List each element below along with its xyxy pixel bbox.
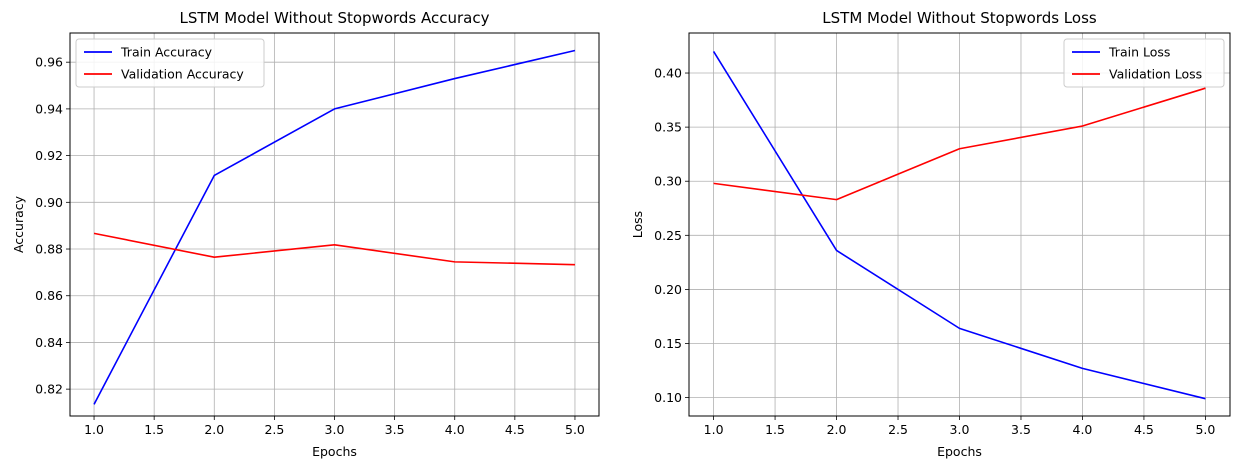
loss-y-tick-label: 0.30 [654,174,682,189]
loss-series-validation-line [713,87,1206,201]
accuracy-x-tick-label: 4.0 [445,422,465,437]
loss-legend: Train Loss Validation Loss [1063,38,1225,88]
loss-legend-validation-label: Validation Loss [1109,67,1202,82]
loss-chart: 1.0 1.5 2.0 2.5 3.0 3.5 4.0 4.5 5.0 0.10 0.15 0.20 0… [630,9,1231,459]
accuracy-y-tick-label: 0.84 [35,335,63,350]
accuracy-x-tick-label: 1.5 [144,422,164,437]
accuracy-x-tick-label: 1.0 [84,422,104,437]
accuracy-y-tick-label: 0.92 [35,148,63,163]
loss-x-tick-label: 3.5 [1011,422,1031,437]
accuracy-y-axis-label: Accuracy [11,195,26,253]
accuracy-x-tick-label: 5.0 [565,422,585,437]
accuracy-legend-box [75,38,265,88]
accuracy-plot-frame [69,32,600,417]
loss-y-tick-label: 0.10 [654,390,682,405]
accuracy-y-tick-label: 0.96 [35,55,63,70]
loss-x-axis-label: Epochs [937,444,982,459]
accuracy-series-train-line [93,49,576,405]
loss-x-tick-label: 3.0 [950,422,970,437]
accuracy-x-tick-label: 2.5 [264,422,284,437]
loss-legend-train-label: Train Loss [1108,45,1170,60]
loss-y-tick-label: 0.25 [654,228,682,243]
loss-x-tick-label: 5.0 [1195,422,1215,437]
accuracy-chart: 1.0 1.5 2.0 2.5 3.0 3.5 4.0 4.5 5.0 0.82 0.84 0.86 0… [11,9,600,459]
accuracy-chart-title: LSTM Model Without Stopwords Accuracy [180,9,490,27]
loss-x-tick-label: 1.0 [704,422,724,437]
accuracy-x-axis-label: Epochs [312,444,357,459]
loss-series-train-line [712,50,1206,400]
loss-x-tick-label: 2.0 [827,422,847,437]
loss-plot-frame [688,32,1231,417]
loss-y-tick-label: 0.15 [654,336,682,351]
accuracy-x-tick-label: 2.0 [204,422,224,437]
accuracy-y-tick-label: 0.94 [35,101,63,116]
loss-x-tick-label: 2.5 [888,422,908,437]
accuracy-series-lines [93,49,576,405]
accuracy-grid [70,33,599,416]
accuracy-legend-train-label: Train Accuracy [120,45,213,60]
accuracy-legend: Train Accuracy Validation Accuracy [75,38,265,88]
loss-x-tick-label: 1.5 [765,422,785,437]
loss-y-axis-label: Loss [630,211,645,238]
loss-y-tick-label: 0.40 [654,66,682,81]
loss-axis-ticks: 1.0 1.5 2.0 2.5 3.0 3.5 4.0 4.5 5.0 0.10 0.15 0.20 0… [654,66,1215,437]
accuracy-y-tick-label: 0.82 [35,382,63,397]
accuracy-legend-validation-label: Validation Accuracy [121,67,244,82]
accuracy-y-tick-label: 0.90 [35,195,63,210]
accuracy-x-tick-label: 3.5 [385,422,405,437]
loss-chart-title: LSTM Model Without Stopwords Loss [822,9,1097,27]
accuracy-series-validation-line [93,232,575,266]
loss-y-tick-label: 0.20 [654,282,682,297]
loss-series-lines [712,50,1206,400]
loss-y-tick-label: 0.35 [654,120,682,135]
loss-legend-box [1063,38,1225,88]
accuracy-y-tick-label: 0.86 [35,288,63,303]
loss-x-tick-label: 4.5 [1134,422,1154,437]
accuracy-y-tick-label: 0.88 [35,242,63,257]
loss-x-tick-label: 4.0 [1073,422,1093,437]
accuracy-axis-ticks: 1.0 1.5 2.0 2.5 3.0 3.5 4.0 4.5 5.0 0.82 0.84 0.86 0… [35,55,585,437]
accuracy-x-tick-label: 3.0 [325,422,345,437]
accuracy-x-tick-label: 4.5 [505,422,525,437]
loss-grid [689,33,1230,416]
